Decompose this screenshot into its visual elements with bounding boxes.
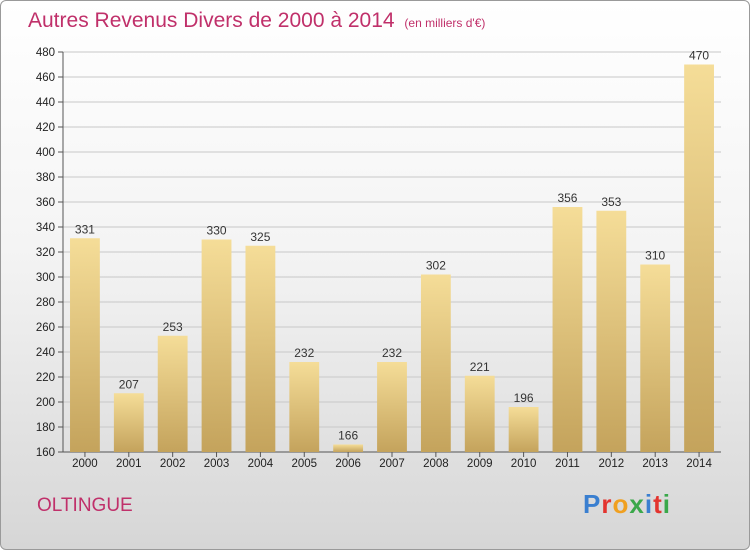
y-tick-label: 440 (36, 97, 55, 109)
bar-2008 (420, 274, 451, 452)
logo-letter: i (644, 489, 654, 519)
value-label: 166 (338, 429, 358, 443)
bar-2001 (113, 393, 144, 452)
chart-title: Autres Revenus Divers de 2000 à 2014 (en… (28, 9, 485, 33)
y-tick-label: 200 (36, 397, 55, 409)
y-tick-label: 360 (36, 197, 55, 209)
y-tick-label: 300 (36, 272, 55, 284)
y-tick-label: 460 (36, 72, 55, 84)
x-tick-label: 2009 (467, 458, 493, 470)
bar-2014 (684, 64, 714, 452)
city-name: OLTINGUE (37, 495, 133, 516)
x-tick-label: 2001 (116, 458, 142, 470)
bar-2004 (245, 245, 276, 452)
bar-2003 (201, 239, 232, 452)
x-tick-label: 2010 (511, 458, 537, 470)
value-label: 356 (557, 191, 577, 205)
x-tick-label: 2005 (291, 458, 317, 470)
x-tick-label: 2004 (248, 458, 274, 470)
labels: 160 180 200 220 240 260 280 300 320 340 360 380 400 4… (36, 47, 713, 470)
bar-2013 (640, 264, 671, 452)
logo-letter: o (612, 489, 630, 519)
y-tick-label: 320 (36, 247, 55, 259)
x-tick-label: 2014 (686, 458, 712, 470)
y-tick-label: 340 (36, 222, 55, 234)
bar-2002 (157, 335, 188, 452)
logo-letter: i (662, 489, 671, 519)
y-tick-label: 240 (36, 347, 55, 359)
value-label: 232 (294, 346, 314, 360)
proxiti-logo: Proxiti (583, 489, 671, 520)
chart-title-text: Autres Revenus Divers de 2000 à 2014 (28, 9, 395, 32)
y-tick-label: 480 (36, 47, 55, 59)
y-tick-label: 420 (36, 122, 55, 134)
bar-2005 (289, 362, 320, 452)
y-tick-label: 280 (36, 297, 55, 309)
x-tick-label: 2007 (379, 458, 405, 470)
value-label: 353 (601, 195, 621, 209)
bars (70, 64, 714, 452)
y-tick-label: 380 (36, 172, 55, 184)
y-tick-label: 220 (36, 372, 55, 384)
y-tick-label: 180 (36, 422, 55, 434)
logo-letter: x (629, 489, 645, 519)
bar-2000 (70, 238, 100, 452)
value-label: 221 (470, 360, 490, 374)
value-label: 253 (163, 320, 183, 334)
x-tick-label: 2000 (72, 458, 98, 470)
value-label: 325 (250, 230, 270, 244)
bar-2007 (377, 362, 407, 452)
value-label: 232 (382, 346, 402, 360)
logo-letter: t (653, 489, 663, 519)
logo-letter: r (601, 489, 613, 519)
chart-subtitle: (en milliers d'€) (404, 16, 486, 30)
value-label: 302 (426, 259, 446, 273)
bar-2006 (333, 444, 364, 452)
x-tick-label: 2003 (204, 458, 230, 470)
y-tick-label: 260 (36, 322, 55, 334)
bar-2009 (464, 375, 495, 452)
x-tick-label: 2013 (642, 458, 668, 470)
x-tick-label: 2002 (160, 458, 186, 470)
y-tick-label: 160 (36, 447, 55, 459)
x-tick-label: 2011 (555, 458, 580, 470)
x-tick-label: 2012 (599, 458, 625, 470)
x-tick-label: 2006 (335, 458, 361, 470)
value-label: 310 (645, 249, 665, 263)
logo-letter: P (583, 489, 602, 519)
value-label: 331 (75, 222, 95, 236)
value-label: 207 (119, 377, 139, 391)
bar-2012 (596, 210, 627, 452)
value-label: 330 (207, 224, 227, 238)
x-tick-label: 2008 (423, 458, 449, 470)
value-label: 470 (689, 49, 709, 63)
value-label: 196 (514, 391, 534, 405)
bar-2010 (508, 407, 539, 452)
y-tick-label: 400 (36, 147, 55, 159)
bar-2011 (552, 207, 583, 452)
